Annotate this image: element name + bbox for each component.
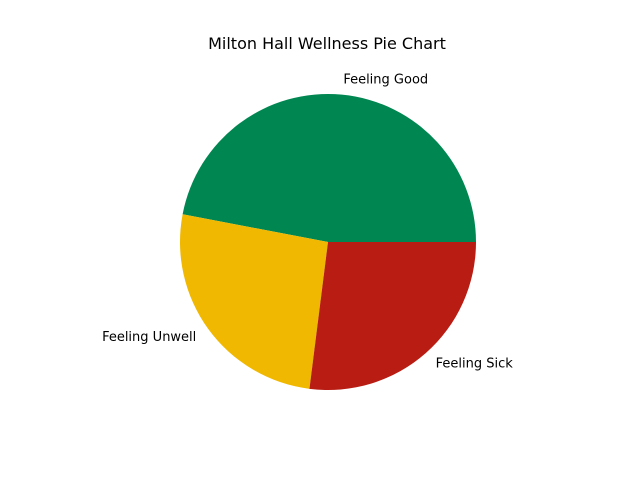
pie-slice-feeling-good [182, 93, 476, 242]
pie-label-feeling-unwell: Feeling Unwell [102, 330, 196, 345]
pie-label-feeling-sick: Feeling Sick [436, 357, 514, 372]
pie-slice-feeling-unwell [179, 214, 328, 389]
pie-slice-feeling-sick [309, 242, 476, 390]
pie-label-feeling-good: Feeling Good [343, 72, 428, 87]
pie-labels: Feeling Good Feeling Unwell Feeling Sick [102, 72, 513, 371]
chart-title: Milton Hall Wellness Pie Chart [208, 34, 446, 53]
pie-slices [179, 93, 476, 390]
